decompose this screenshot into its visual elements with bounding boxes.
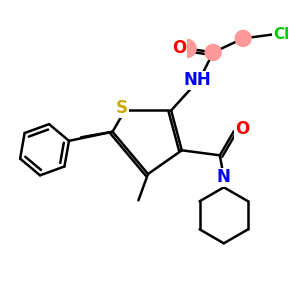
Circle shape [178, 39, 196, 57]
Text: O: O [235, 120, 249, 138]
Text: Cl: Cl [273, 27, 289, 42]
Text: NH: NH [183, 71, 211, 89]
Circle shape [235, 30, 251, 46]
Text: N: N [217, 168, 231, 186]
Text: S: S [116, 99, 128, 117]
Text: O: O [172, 39, 186, 57]
Circle shape [205, 44, 221, 60]
